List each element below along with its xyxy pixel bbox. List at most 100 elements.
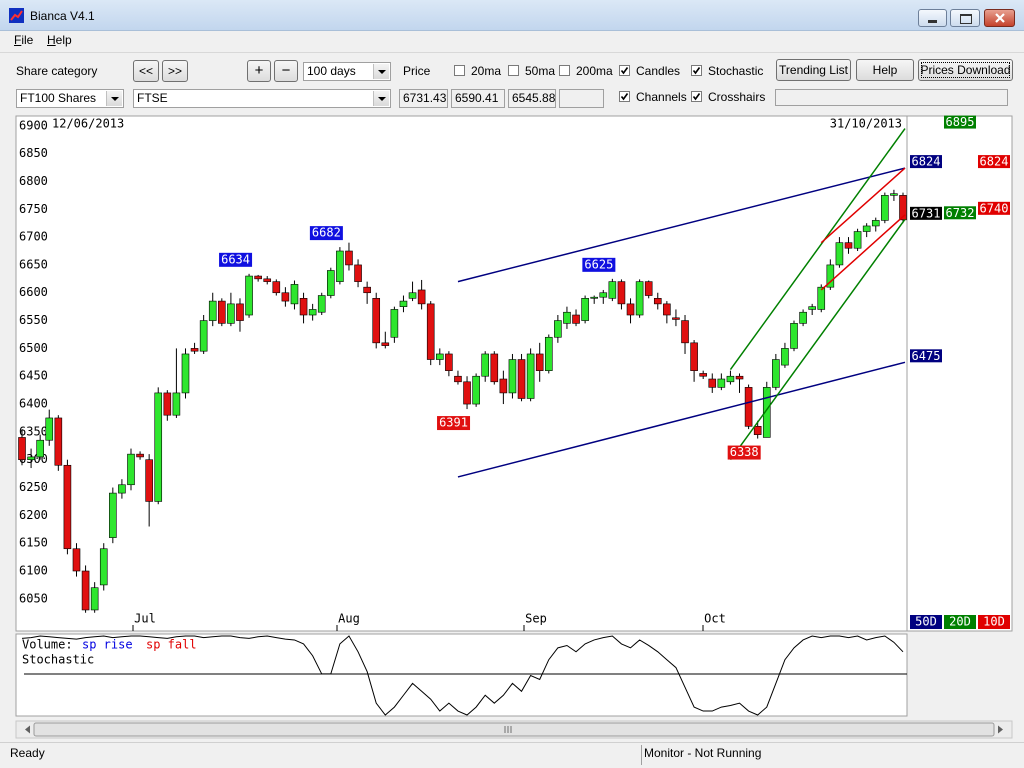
last-price-box <box>910 206 942 220</box>
window-title: Bianca V4.1 <box>30 9 95 23</box>
candle-body <box>508 359 517 394</box>
scroll-right <box>998 725 1003 734</box>
extreme-label: 6634 <box>221 252 250 266</box>
candle-body <box>699 373 707 377</box>
menu-item[interactable]: File <box>14 33 34 47</box>
candle-body <box>354 264 362 282</box>
minimize-button[interactable] <box>918 9 947 27</box>
checkbox-label: 50ma <box>525 64 556 78</box>
extreme-label: 6391 <box>439 416 468 430</box>
checkbox[interactable] <box>691 91 702 102</box>
candle-body <box>844 242 853 249</box>
candle-body <box>36 439 44 458</box>
close-icon <box>995 13 1005 23</box>
checkbox[interactable] <box>559 65 570 76</box>
month-label: Aug <box>338 612 360 626</box>
legend-label: 10D <box>983 615 1005 629</box>
candle-body <box>808 306 816 310</box>
prev-button[interactable]: << <box>133 60 159 82</box>
period-select[interactable]: 100 days <box>303 62 391 81</box>
y-tick-label: 6850 <box>19 146 48 160</box>
candle-body <box>572 314 580 324</box>
checkbox-label: Crosshairs <box>708 90 766 104</box>
y-tick-label: 6450 <box>19 369 48 383</box>
stochastic-line <box>21 635 904 716</box>
candle-body <box>327 270 335 296</box>
channel-line <box>820 214 906 291</box>
candle-body <box>617 281 626 305</box>
candle-body <box>54 417 63 466</box>
candle-body <box>717 378 726 388</box>
prices-download-button[interactable]: Prices Download <box>918 59 1013 81</box>
checkbox[interactable] <box>619 91 630 102</box>
candle-body <box>890 193 898 196</box>
close-button[interactable] <box>984 9 1015 27</box>
candle-body <box>862 225 871 232</box>
candle-body <box>781 348 789 366</box>
zoom-in-button[interactable]: + <box>247 60 271 82</box>
checkbox[interactable] <box>454 65 465 76</box>
candle-body <box>163 392 172 416</box>
candle-body <box>535 353 544 371</box>
candle-body <box>817 286 826 310</box>
y-tick-label: 6150 <box>19 536 48 550</box>
status-bar: Ready Monitor - Not Running <box>0 742 1024 768</box>
candle-body <box>490 353 499 383</box>
check-path <box>620 67 629 75</box>
menu-item[interactable]: Help <box>47 33 72 47</box>
candle-body <box>208 300 217 321</box>
y-tick-label: 6100 <box>19 564 48 578</box>
checkbox-label: Candles <box>636 64 681 78</box>
next-button[interactable]: >> <box>162 60 188 82</box>
status-text: Ready <box>10 746 45 760</box>
checkbox-label: Channels <box>636 90 687 104</box>
channel-value-box <box>944 115 976 129</box>
channel-value-box <box>910 349 942 363</box>
y-tick-label: 6500 <box>19 341 48 355</box>
candle-body <box>72 548 81 572</box>
share-category-label: Share category <box>16 64 98 78</box>
candle-body <box>826 264 835 288</box>
candle-body <box>744 387 753 427</box>
candle-body <box>27 456 35 461</box>
zoom-out-button[interactable]: − <box>274 60 298 82</box>
lower-panel <box>15 633 908 717</box>
checkbox-label: 20ma <box>471 64 502 78</box>
candle-body <box>399 300 408 307</box>
scrollbar[interactable] <box>15 720 1013 739</box>
share-select[interactable]: FTSE <box>133 89 391 108</box>
candle-body <box>481 353 490 377</box>
extreme-label: 6338 <box>730 445 759 459</box>
channel-line <box>820 167 906 244</box>
trending-list-button[interactable]: Trending List <box>776 59 851 81</box>
candle-body <box>227 303 235 324</box>
help-button[interactable]: Help <box>856 59 914 81</box>
candle-body <box>853 231 862 249</box>
candle-body <box>608 281 617 299</box>
price-field: 6590.41 <box>451 89 505 108</box>
candle-body <box>681 320 689 344</box>
channel-line <box>457 361 906 478</box>
checkbox[interactable] <box>619 65 630 76</box>
candle-body <box>363 286 371 294</box>
checkbox[interactable] <box>691 65 702 76</box>
checkbox[interactable] <box>508 65 519 76</box>
thumb-grip <box>504 726 512 733</box>
candle-body <box>127 453 135 486</box>
channel-value: 6475 <box>912 349 941 363</box>
rise-label: sp rise <box>82 638 133 652</box>
channel-value: 6732 <box>946 206 975 220</box>
candle-body <box>254 275 262 280</box>
candle-body <box>299 298 308 316</box>
candle-body <box>236 303 244 321</box>
price-field <box>559 89 604 108</box>
y-tick-label: 6250 <box>19 480 48 494</box>
candle-body <box>99 548 108 586</box>
legend-box <box>978 615 1010 629</box>
maximize-button[interactable] <box>950 9 980 27</box>
category-select[interactable]: FT100 Shares <box>16 89 124 108</box>
last-price: 6731 <box>912 206 941 220</box>
check-path <box>692 67 701 75</box>
